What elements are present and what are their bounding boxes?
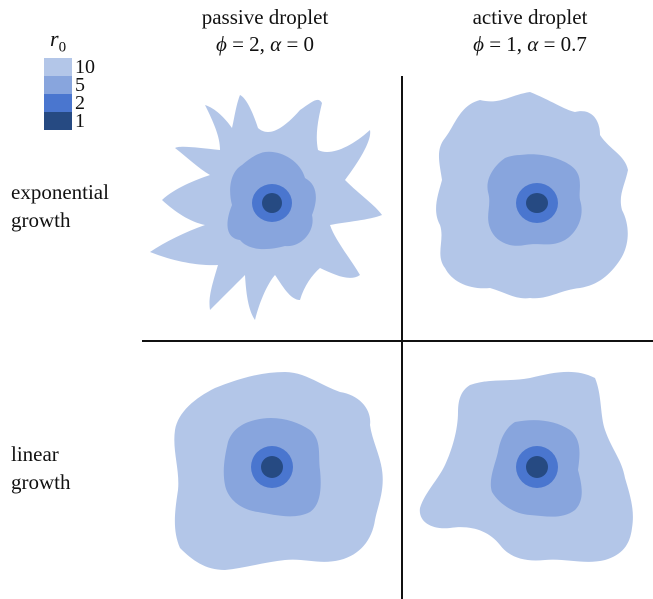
row-label-exponential-line2: growth: [11, 208, 71, 232]
region-r1: [262, 193, 282, 213]
column-title-passive-text: passive droplet: [201, 5, 329, 29]
region-r1: [526, 193, 548, 213]
legend-swatch-2: [44, 94, 72, 112]
horizontal-divider: [142, 340, 653, 342]
legend-label-5: 5: [75, 74, 85, 96]
column-title-active: active droplet ϕ = 1, α = 0.7: [420, 4, 640, 58]
column-params-passive: ϕ = 2, α = 0: [215, 32, 315, 56]
column-title-active-text: active droplet: [472, 5, 588, 29]
row-label-exponential-line1: exponential: [11, 180, 109, 204]
row-label-exponential: exponential growth: [11, 178, 109, 234]
legend-swatch-5: [44, 76, 72, 94]
row-label-linear-line2: growth: [11, 470, 71, 494]
region-r1: [526, 456, 548, 478]
row-label-linear-line1: linear: [11, 442, 59, 466]
legend-label-10: 10: [75, 56, 95, 78]
region-r1: [261, 456, 283, 478]
legend-swatch-10: [44, 58, 72, 76]
column-params-active: ϕ = 1, α = 0.7: [473, 32, 587, 56]
legend-label-1: 1: [75, 110, 85, 132]
legend-label-2: 2: [75, 92, 85, 114]
column-title-passive: passive droplet ϕ = 2, α = 0: [155, 4, 375, 58]
row-label-linear: linear growth: [11, 440, 71, 496]
legend-swatch-1: [44, 112, 72, 130]
legend-title: r0: [50, 26, 67, 56]
vertical-divider: [401, 76, 403, 599]
